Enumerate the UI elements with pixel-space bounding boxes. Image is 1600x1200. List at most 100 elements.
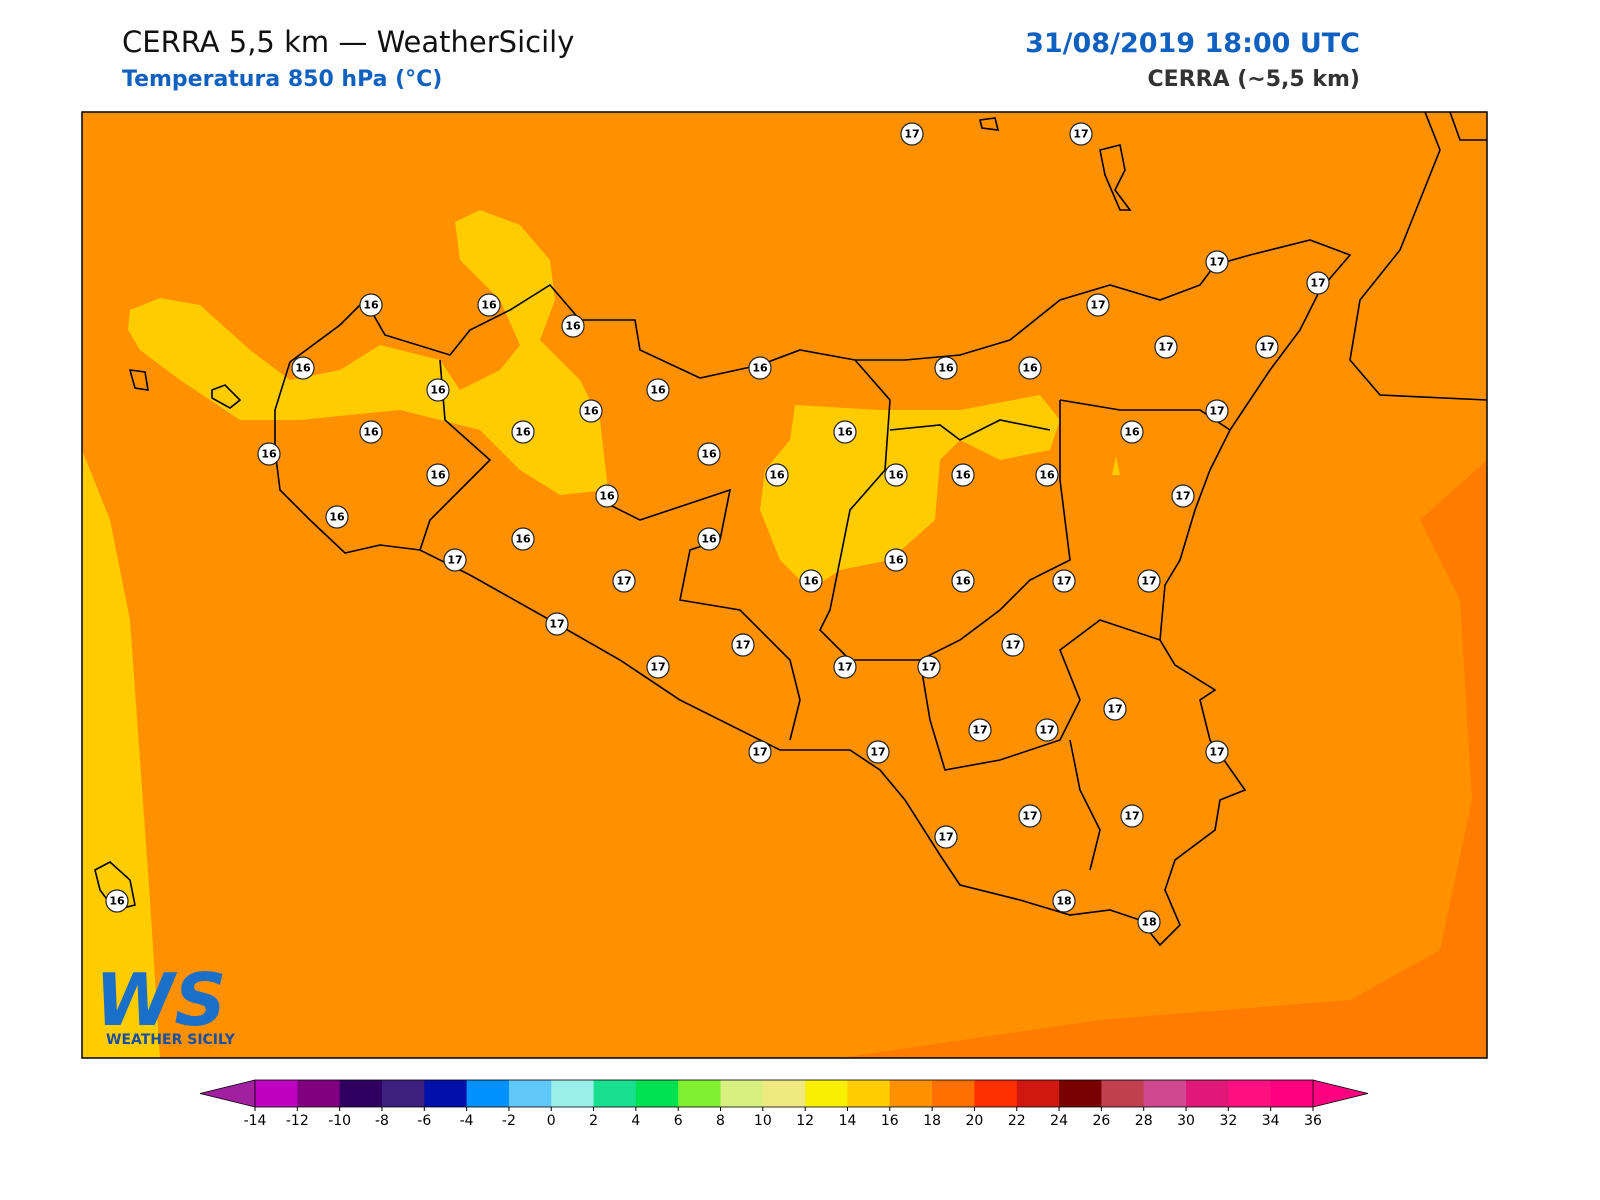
station: 17 xyxy=(934,825,958,849)
station: 16 xyxy=(1018,356,1042,380)
station-value: 16 xyxy=(752,362,768,375)
station-value: 17 xyxy=(870,746,885,759)
station: 17 xyxy=(646,655,670,679)
station-marker xyxy=(359,420,383,444)
colorbar-tick-label: -12 xyxy=(286,1113,309,1129)
colorbar-segment xyxy=(974,1080,1018,1107)
station-value: 16 xyxy=(261,448,277,461)
station-marker xyxy=(1052,889,1076,913)
station-marker xyxy=(1018,356,1042,380)
stations: 17 17 17 17 16 16 16 17 16 16 16 16 17 17 16 16 16 17 16 16… xyxy=(105,122,1330,934)
station: 16 xyxy=(833,420,857,444)
field-base xyxy=(82,112,1487,1058)
station-marker xyxy=(1171,484,1195,508)
station-value: 17 xyxy=(1141,575,1156,588)
station: 17 xyxy=(731,633,755,657)
station-marker xyxy=(968,718,992,742)
station: 17 xyxy=(1103,697,1127,721)
colorbar-segment xyxy=(255,1080,298,1107)
station-value: 16 xyxy=(295,362,311,375)
station-marker xyxy=(561,314,585,338)
station-marker xyxy=(426,378,450,402)
station-value: 16 xyxy=(769,469,785,482)
station-marker xyxy=(1205,250,1229,274)
map-area: 17 17 17 17 16 16 16 17 16 16 16 16 17 17 16 16 16 17 16 16… xyxy=(82,112,1487,1058)
station: 16 xyxy=(257,442,281,466)
station: 17 xyxy=(1205,250,1229,274)
station-value: 17 xyxy=(549,618,564,631)
colorbar-segment xyxy=(297,1080,341,1107)
title: CERRA 5,5 km — WeatherSicily xyxy=(122,25,574,59)
station: 17 xyxy=(1171,484,1195,508)
station: 17 xyxy=(1069,122,1093,146)
station-marker xyxy=(1035,463,1059,487)
station: 16 xyxy=(579,399,603,423)
station-marker xyxy=(1069,122,1093,146)
station: 16 xyxy=(951,569,975,593)
station-marker xyxy=(833,420,857,444)
colorbar-segment xyxy=(339,1080,383,1107)
station: 16 xyxy=(646,378,670,402)
station: 16 xyxy=(697,442,721,466)
station: 16 xyxy=(1120,420,1144,444)
station: 17 xyxy=(1086,293,1110,317)
colorbar-segment xyxy=(1228,1080,1272,1107)
station-marker xyxy=(1306,271,1330,295)
station-value: 16 xyxy=(599,490,615,503)
colorbar-tick-label: 30 xyxy=(1177,1113,1195,1129)
colorbar-segment xyxy=(1143,1080,1187,1107)
station: 16 xyxy=(595,484,619,508)
colorbar-over xyxy=(1312,1079,1369,1108)
station-value: 16 xyxy=(1124,426,1140,439)
colorbar-segment xyxy=(762,1080,806,1107)
station-marker xyxy=(579,399,603,423)
station-value: 16 xyxy=(888,469,904,482)
station: 16 xyxy=(697,527,721,551)
station-value: 16 xyxy=(565,320,581,333)
station-marker xyxy=(833,655,857,679)
station-marker xyxy=(1120,804,1144,828)
station-value: 17 xyxy=(837,661,852,674)
colorbar-segment xyxy=(1016,1080,1060,1107)
station-value: 17 xyxy=(447,554,462,567)
station: 18 xyxy=(1137,910,1161,934)
station-value: 17 xyxy=(752,746,767,759)
station-marker xyxy=(934,825,958,849)
station-value: 16 xyxy=(430,384,446,397)
station-marker xyxy=(1086,293,1110,317)
field-warm xyxy=(840,460,1487,1058)
station: 16 xyxy=(325,505,349,529)
station-value: 17 xyxy=(1175,490,1190,503)
colorbar-segment xyxy=(1059,1080,1102,1107)
station: 16 xyxy=(748,356,772,380)
station-marker xyxy=(1018,804,1042,828)
station-marker xyxy=(1205,399,1229,423)
colorbar-segment xyxy=(805,1080,848,1107)
station-marker xyxy=(884,548,908,572)
station: 17 xyxy=(1205,740,1229,764)
station-value: 17 xyxy=(1005,639,1020,652)
colorbar-segment xyxy=(381,1080,425,1107)
station-marker xyxy=(1001,633,1025,657)
station: 16 xyxy=(359,293,383,317)
station: 16 xyxy=(884,548,908,572)
station-marker xyxy=(595,484,619,508)
subtitle: Temperatura 850 hPa (°C) xyxy=(122,67,442,92)
station: 18 xyxy=(1052,889,1076,913)
station-value: 17 xyxy=(1209,405,1224,418)
logo: WS WEATHER SICILY xyxy=(95,958,236,1048)
station-value: 17 xyxy=(1056,575,1071,588)
station-value: 16 xyxy=(363,426,379,439)
station: 16 xyxy=(934,356,958,380)
station-value: 16 xyxy=(583,405,599,418)
station-marker xyxy=(511,420,535,444)
station-marker xyxy=(511,527,535,551)
station-value: 16 xyxy=(888,554,904,567)
colorbar-segment xyxy=(847,1080,891,1107)
station-marker xyxy=(443,548,467,572)
station: 17 xyxy=(1052,569,1076,593)
station: 16 xyxy=(426,378,450,402)
colorbar-tick-label: 24 xyxy=(1050,1113,1068,1129)
station-marker xyxy=(257,442,281,466)
station: 16 xyxy=(359,420,383,444)
